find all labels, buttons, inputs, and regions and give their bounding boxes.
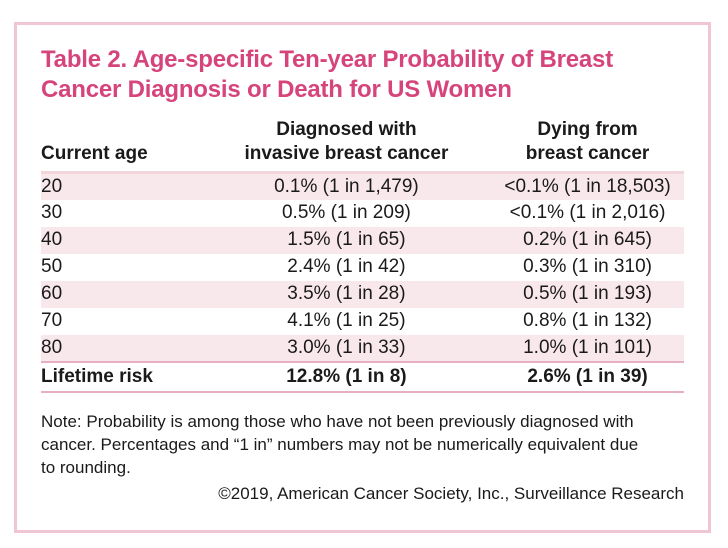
dying-cell: 0.3% (1 in 310) bbox=[523, 256, 652, 277]
age-cell: 20 bbox=[41, 172, 202, 200]
dying-cell: 0.2% (1 in 645) bbox=[491, 226, 684, 254]
table-row: 20 0.1% (1 in 1,479) <0.1% (1 in 18,503) bbox=[41, 172, 684, 200]
table-title-line2: Cancer Diagnosis or Death for US Women bbox=[41, 76, 512, 103]
diagnosed-cell: 3.5% (1 in 28) bbox=[201, 280, 492, 308]
age-cell: 30 bbox=[41, 202, 63, 223]
diagnosed-cell: 0.5% (1 in 209) bbox=[281, 202, 411, 223]
lifetime-diagnosed-cell: 12.8% (1 in 8) bbox=[201, 360, 492, 393]
age-cell: 60 bbox=[41, 280, 202, 308]
table-body: 20 0.1% (1 in 1,479) <0.1% (1 in 18,503)… bbox=[41, 172, 684, 393]
dying-cell: 0.8% (1 in 132) bbox=[523, 310, 652, 331]
lifetime-dying-cell: 2.6% (1 in 39) bbox=[491, 360, 684, 393]
diagnosed-cell: 1.5% (1 in 65) bbox=[201, 226, 492, 254]
copyright-credit: ©2019, American Cancer Society, Inc., Su… bbox=[218, 483, 684, 503]
diagnosed-cell: 0.1% (1 in 1,479) bbox=[201, 172, 492, 200]
column-header-dying: Dying from breast cancer bbox=[491, 118, 684, 174]
table-row: 60 3.5% (1 in 28) 0.5% (1 in 193) bbox=[41, 280, 684, 308]
table-title: Table 2. Age-specific Ten-year Probabili… bbox=[41, 45, 684, 105]
dying-cell: <0.1% (1 in 2,016) bbox=[509, 202, 666, 223]
table-row: 40 1.5% (1 in 65) 0.2% (1 in 645) bbox=[41, 226, 684, 254]
table-row: 80 3.0% (1 in 33) 1.0% (1 in 101) bbox=[41, 334, 684, 362]
table-row: 50 2.4% (1 in 42) 0.3% (1 in 310) bbox=[41, 254, 684, 281]
dying-cell: 1.0% (1 in 101) bbox=[491, 334, 684, 362]
table-row: 30 0.5% (1 in 209) <0.1% (1 in 2,016) bbox=[41, 200, 684, 227]
lifetime-risk-row: Lifetime risk 12.8% (1 in 8) 2.6% (1 in … bbox=[41, 360, 684, 393]
age-cell: 70 bbox=[41, 310, 63, 331]
age-cell: 80 bbox=[41, 334, 202, 362]
diagnosed-cell: 2.4% (1 in 42) bbox=[287, 256, 406, 277]
probability-table: Current age Diagnosed with invasive brea… bbox=[41, 118, 684, 393]
table-card: Table 2. Age-specific Ten-year Probabili… bbox=[14, 22, 711, 533]
table-note: Note: Probability is among those who hav… bbox=[41, 411, 639, 477]
table-title-line1: Table 2. Age-specific Ten-year Probabili… bbox=[41, 46, 613, 73]
header-row: Current age Diagnosed with invasive brea… bbox=[41, 118, 684, 174]
table-header: Current age Diagnosed with invasive brea… bbox=[41, 118, 684, 174]
table-row: 70 4.1% (1 in 25) 0.8% (1 in 132) bbox=[41, 308, 684, 335]
dying-cell: 0.5% (1 in 193) bbox=[491, 280, 684, 308]
column-header-diagnosed: Diagnosed with invasive breast cancer bbox=[201, 118, 492, 174]
column-header-current-age: Current age bbox=[41, 118, 202, 174]
age-cell: 40 bbox=[41, 226, 202, 254]
lifetime-risk-label: Lifetime risk bbox=[41, 360, 202, 393]
age-cell: 50 bbox=[41, 256, 63, 277]
diagnosed-cell: 3.0% (1 in 33) bbox=[201, 334, 492, 362]
dying-cell: <0.1% (1 in 18,503) bbox=[491, 172, 684, 200]
diagnosed-cell: 4.1% (1 in 25) bbox=[287, 310, 406, 331]
